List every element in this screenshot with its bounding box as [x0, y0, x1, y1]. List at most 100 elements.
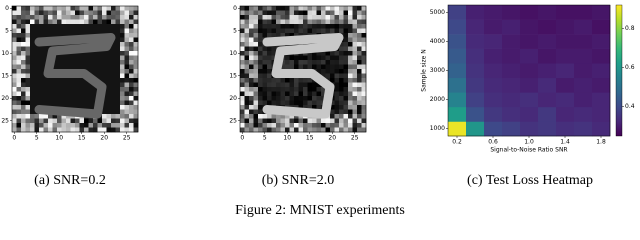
pixel: [244, 127, 250, 133]
pixel: [330, 10, 335, 16]
pixel: [294, 55, 299, 61]
x-tick-label: 0: [12, 135, 16, 142]
pixel: [115, 69, 121, 74]
pixel: [361, 96, 367, 101]
pixel: [280, 78, 286, 83]
pixel: [285, 10, 290, 16]
pixel: [124, 96, 130, 101]
pixel: [111, 19, 116, 25]
pixel: [334, 73, 340, 79]
pixel: [258, 82, 263, 88]
pixel: [111, 28, 116, 34]
pixel: [66, 118, 71, 124]
pixel: [352, 69, 358, 74]
pixel: [253, 64, 259, 70]
pixel: [102, 69, 107, 74]
pixel: [303, 15, 308, 20]
pixel: [325, 118, 331, 124]
pixel: [129, 123, 134, 128]
pixel: [298, 55, 304, 61]
pixel: [303, 127, 308, 133]
heatmap-cell: [556, 19, 575, 35]
pixel: [249, 19, 254, 25]
pixel: [12, 127, 17, 133]
pixel: [21, 19, 26, 25]
pixel: [12, 105, 17, 110]
pixel: [240, 46, 245, 52]
pixel: [111, 118, 116, 124]
pixel: [267, 96, 272, 101]
pixel: [16, 96, 22, 101]
pixel: [133, 60, 139, 65]
pixel: [124, 60, 130, 65]
pixel: [348, 10, 353, 16]
pixel: [343, 24, 349, 29]
pixel: [258, 114, 263, 119]
pixel: [276, 114, 281, 119]
pixel: [240, 123, 245, 128]
pixel: [66, 6, 71, 11]
pixel: [352, 33, 358, 38]
pixel: [106, 87, 112, 92]
pixel: [307, 82, 313, 88]
y-tick-label: 2000: [430, 96, 445, 103]
pixel: [102, 28, 107, 34]
pixel: [240, 127, 245, 133]
pixel: [307, 87, 313, 92]
pixel: [102, 64, 107, 70]
pixel: [120, 37, 125, 43]
pixel: [249, 33, 254, 38]
pixel: [43, 87, 49, 92]
pixel: [30, 15, 35, 20]
pixel: [262, 24, 268, 29]
pixel: [339, 114, 344, 119]
pixel: [93, 118, 98, 124]
x-tick-label: 25: [123, 135, 131, 142]
pixel: [57, 6, 62, 11]
pixel: [258, 6, 263, 11]
pixel: [79, 51, 85, 56]
x-tick-label: 20: [328, 135, 336, 142]
pixel: [285, 60, 290, 65]
heatmap-cell: [574, 5, 593, 20]
pixel: [115, 55, 121, 61]
pixel: [244, 114, 250, 119]
pixel: [88, 64, 94, 70]
pixel: [267, 6, 272, 11]
pixel: [240, 15, 245, 20]
pixel: [129, 42, 134, 47]
pixel: [120, 109, 125, 115]
pixel: [79, 15, 85, 20]
pixel: [106, 105, 112, 110]
pixel: [133, 6, 139, 11]
pixel: [249, 127, 254, 133]
pixel: [97, 24, 103, 29]
pixel: [129, 24, 134, 29]
pixel: [124, 42, 130, 47]
pixel: [84, 60, 89, 65]
pixel: [75, 15, 80, 20]
pixel: [303, 19, 308, 25]
pixel: [133, 127, 139, 133]
pixel: [115, 114, 121, 119]
pixel: [280, 123, 286, 128]
pixel: [12, 96, 17, 101]
pixel: [339, 91, 344, 97]
pixel: [129, 69, 134, 74]
pixel: [52, 19, 58, 25]
pixel: [16, 19, 22, 25]
pixel: [120, 55, 125, 61]
pixel: [312, 91, 317, 97]
heatmap-cell: [538, 121, 557, 137]
pixel: [240, 55, 245, 61]
pixel: [21, 73, 26, 79]
heatmap-cell: [448, 106, 467, 122]
pixel: [12, 28, 17, 34]
pixel: [334, 105, 340, 110]
pixel: [88, 28, 94, 34]
pixel: [330, 55, 335, 61]
pixel: [16, 64, 22, 70]
pixel: [39, 46, 44, 52]
pixel: [267, 51, 272, 56]
pixel: [30, 91, 35, 97]
